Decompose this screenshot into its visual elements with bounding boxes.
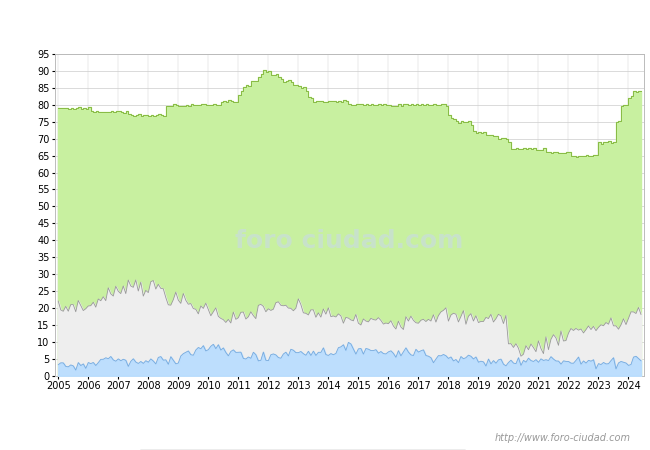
Text: http://www.foro-ciudad.com: http://www.foro-ciudad.com xyxy=(495,433,630,443)
Text: Vicién - Evolucion de la poblacion en edad de Trabajar Mayo de 2024: Vicién - Evolucion de la poblacion en ed… xyxy=(85,16,565,31)
Text: foro ciudad.com: foro ciudad.com xyxy=(235,229,463,252)
